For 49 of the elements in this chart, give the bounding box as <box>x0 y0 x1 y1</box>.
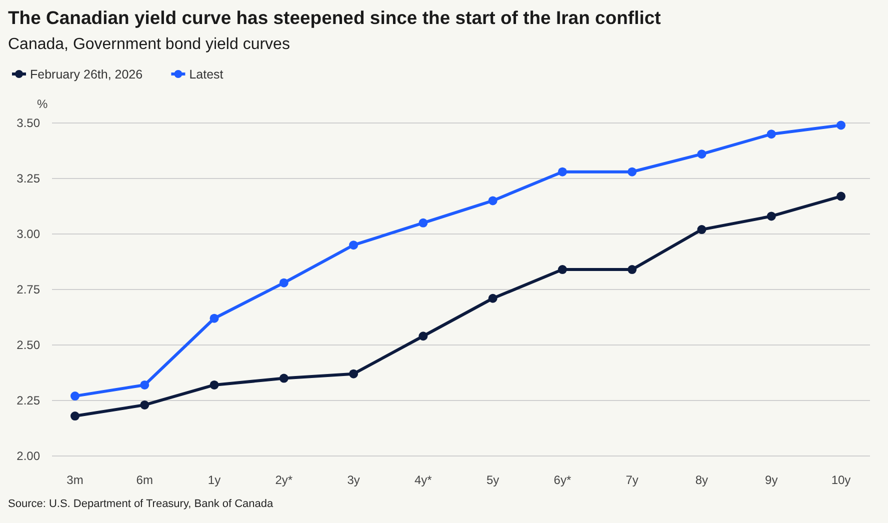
point <box>349 369 358 378</box>
point <box>628 265 637 274</box>
legend-label: Latest <box>189 68 224 82</box>
point <box>210 314 219 323</box>
point <box>697 150 706 159</box>
chart-title: The Canadian yield curve has steepened since the start of the Iran conflict <box>8 7 661 28</box>
y-tick-label: 2.00 <box>16 449 40 463</box>
y-tick-label: 2.75 <box>16 282 40 296</box>
chart-subtitle: Canada, Government bond yield curves <box>8 36 290 53</box>
x-tick-label: 10y <box>831 473 851 487</box>
point <box>836 192 846 201</box>
point <box>697 225 706 234</box>
point <box>70 412 80 421</box>
point <box>279 278 288 288</box>
point <box>488 196 498 206</box>
y-tick-label: 3.00 <box>16 227 40 241</box>
x-tick-label: 4y* <box>414 473 432 487</box>
point <box>279 374 288 383</box>
x-tick-label: 9y <box>765 473 778 487</box>
point <box>766 212 776 221</box>
x-tick-label: 5y <box>486 473 500 487</box>
x-tick-label: 6m <box>136 473 153 487</box>
y-axis-title: % <box>37 97 48 111</box>
x-tick-label: 8y <box>695 473 708 487</box>
point <box>628 167 637 176</box>
point <box>766 130 776 139</box>
legend-label: February 26th, 2026 <box>30 68 143 82</box>
point <box>349 240 358 250</box>
point <box>558 265 567 274</box>
x-tick-label: 1y <box>208 473 221 487</box>
point <box>418 218 428 228</box>
x-tick-label: 6y* <box>554 473 572 487</box>
y-tick-label: 3.25 <box>16 172 40 186</box>
point <box>140 400 150 410</box>
y-tick-label: 3.50 <box>16 116 40 130</box>
x-tick-label: 3y <box>347 473 360 487</box>
y-tick-label: 2.50 <box>16 338 40 352</box>
point <box>558 167 567 176</box>
point <box>70 392 80 401</box>
x-tick-label: 2y* <box>275 473 293 487</box>
point <box>836 120 846 130</box>
x-tick-label: 7y <box>626 473 638 487</box>
source-note: Source: U.S. Department of Treasury, Bank of Canada <box>8 498 274 510</box>
point <box>210 380 219 390</box>
point <box>488 294 498 303</box>
x-tick-label: 3m <box>66 473 84 487</box>
point <box>418 332 428 341</box>
point <box>140 380 150 390</box>
y-tick-label: 2.25 <box>16 394 40 408</box>
